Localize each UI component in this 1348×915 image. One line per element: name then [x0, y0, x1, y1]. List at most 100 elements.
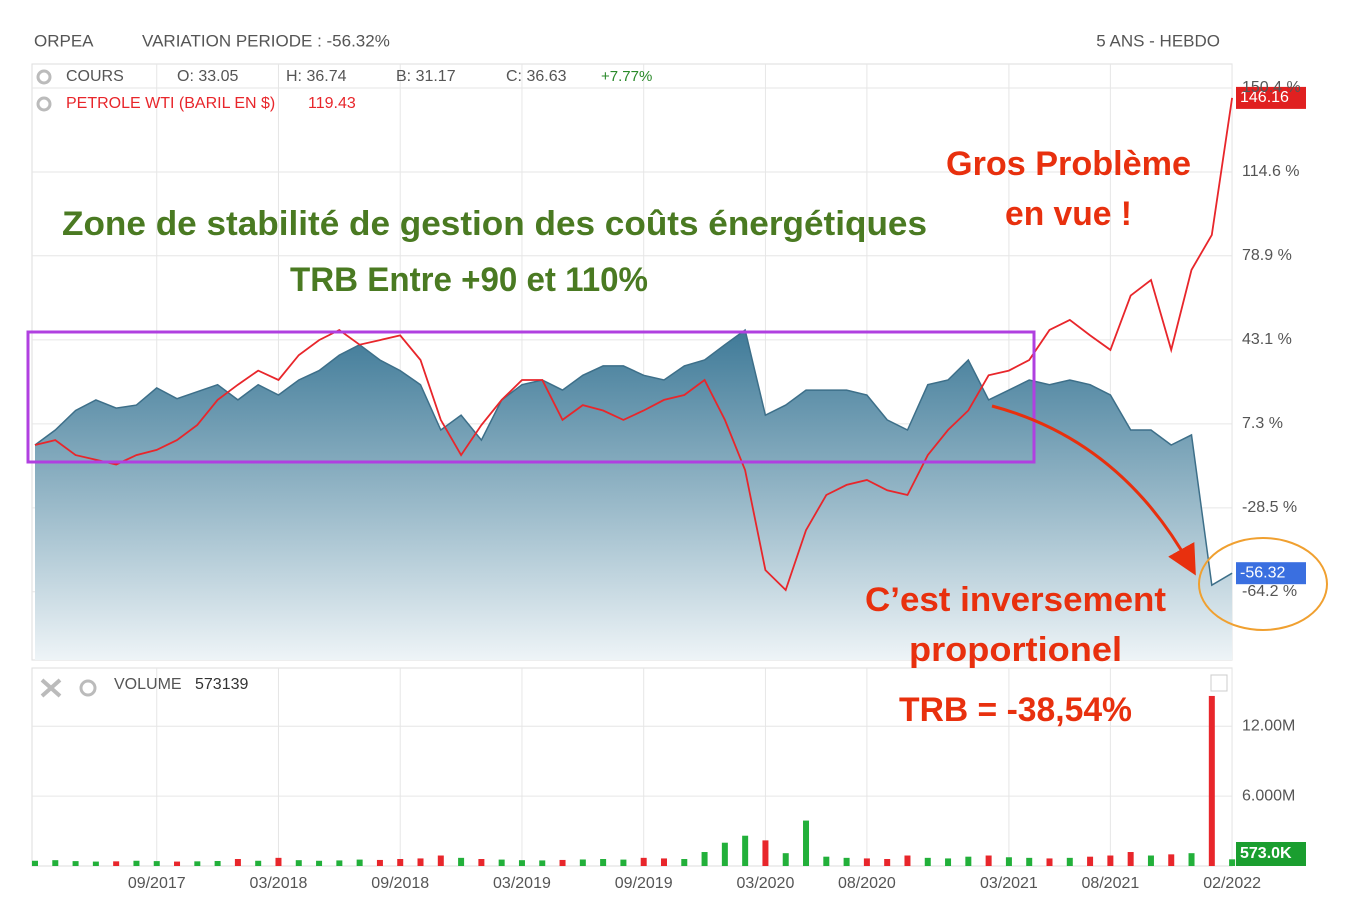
- bar: [255, 860, 262, 866]
- bar: [397, 859, 404, 866]
- bar: [194, 861, 201, 866]
- y-tick-label: 78.9 %: [1242, 247, 1292, 264]
- annotation: en vue !: [1005, 195, 1132, 233]
- y-tick-label: 150.4 %: [1242, 79, 1301, 96]
- bar: [356, 859, 363, 866]
- bar: [539, 860, 546, 866]
- gear-icon[interactable]: [36, 96, 52, 112]
- y-tick-label: 114.6 %: [1242, 163, 1300, 180]
- x-tick-label: 08/2021: [1081, 875, 1139, 892]
- legend-close: C: 36.63: [506, 68, 567, 85]
- y-tick-label: -64.2 %: [1242, 583, 1297, 600]
- x-tick-label: 03/2019: [493, 875, 551, 892]
- bar: [782, 853, 789, 866]
- bar: [1229, 859, 1236, 866]
- x-tick-label: 09/2017: [128, 875, 186, 892]
- bar: [113, 861, 120, 866]
- value-badge: [1236, 562, 1306, 585]
- y-tick-label: -28.5 %: [1242, 499, 1297, 516]
- annotation: Zone de stabilité de gestion des coûts é…: [62, 205, 927, 243]
- bar: [498, 859, 505, 866]
- bar: [32, 860, 38, 866]
- arrow: [991, 404, 1196, 576]
- bar: [1066, 857, 1073, 866]
- value-badge: [1236, 86, 1306, 109]
- bar: [803, 820, 810, 866]
- bar: [437, 855, 444, 866]
- bar: [52, 860, 59, 866]
- bar: [72, 861, 79, 866]
- bar: [843, 857, 850, 866]
- bar: [965, 856, 972, 866]
- bar: [1168, 854, 1175, 866]
- checkbox[interactable]: [1210, 674, 1228, 692]
- bar: [295, 860, 302, 866]
- x-tick-label: 08/2020: [838, 875, 896, 892]
- variation: VARIATION PERIODE : -56.32%: [142, 31, 390, 50]
- bar: [133, 860, 140, 866]
- x-tick-label: 03/2021: [980, 875, 1038, 892]
- bar: [1208, 695, 1215, 866]
- bar: [316, 860, 323, 866]
- value-badge: [1236, 842, 1306, 866]
- bar: [863, 858, 870, 866]
- bar: [681, 859, 688, 866]
- x-tick-label: 03/2018: [250, 875, 308, 892]
- bar: [904, 855, 911, 866]
- value-badge-label: -56.32: [1240, 564, 1285, 581]
- annotation: C’est inversement: [865, 581, 1166, 619]
- bar: [579, 859, 586, 866]
- x-tick-label: 09/2018: [371, 875, 429, 892]
- bar: [823, 856, 830, 866]
- bar: [174, 861, 181, 866]
- value-badge-label: 146.16: [1240, 89, 1289, 106]
- bar: [924, 857, 931, 866]
- zone-box: [26, 330, 1036, 464]
- gear-icon[interactable]: [36, 69, 52, 85]
- bar: [275, 857, 282, 866]
- bar: [153, 861, 160, 866]
- bar: [1147, 855, 1154, 866]
- gear-icon[interactable]: [79, 679, 97, 697]
- volume-legend: VOLUME: [114, 676, 182, 693]
- bar: [1046, 858, 1053, 866]
- bar: [458, 857, 465, 866]
- bar: [1188, 853, 1195, 866]
- bar: [234, 859, 241, 866]
- annotation: Gros Problème: [946, 145, 1191, 183]
- volume-last: 573139: [195, 676, 248, 693]
- value-badge-label: 573.0K: [1240, 845, 1292, 862]
- bar: [640, 857, 647, 866]
- legend-low: B: 31.17: [396, 68, 456, 85]
- bar: [742, 835, 749, 866]
- symbol: ORPEA: [34, 31, 94, 50]
- bar: [762, 840, 769, 866]
- bar: [1026, 857, 1033, 866]
- x-tick-label: 02/2022: [1203, 875, 1261, 892]
- y-tick-label: 6.000M: [1242, 787, 1295, 804]
- bar: [1127, 852, 1134, 866]
- y-tick-label: 43.1 %: [1242, 331, 1292, 348]
- close-icon[interactable]: [40, 678, 62, 698]
- annotation: proportionel: [909, 631, 1122, 669]
- legend-oil-last: 119.43: [308, 95, 356, 112]
- bar: [620, 859, 627, 866]
- legend-entry: PETROLE WTI (BARIL EN $): [66, 95, 275, 112]
- bar: [559, 859, 566, 866]
- y-tick-label: 7.3 %: [1242, 415, 1283, 432]
- bar: [1107, 855, 1114, 866]
- bar: [600, 859, 607, 866]
- x-tick-label: 09/2019: [615, 875, 673, 892]
- annotation: TRB Entre +90 et 110%: [290, 261, 648, 299]
- bar: [985, 855, 992, 866]
- highlight-ellipse: [1198, 537, 1328, 631]
- bar: [660, 858, 667, 866]
- bar: [1005, 857, 1012, 866]
- bar: [92, 861, 99, 866]
- bar: [214, 860, 221, 866]
- volume-panel: [31, 667, 1233, 867]
- legend-entry: COURS: [66, 68, 124, 85]
- bar: [721, 842, 728, 866]
- legend-change: +7.77%: [601, 68, 652, 85]
